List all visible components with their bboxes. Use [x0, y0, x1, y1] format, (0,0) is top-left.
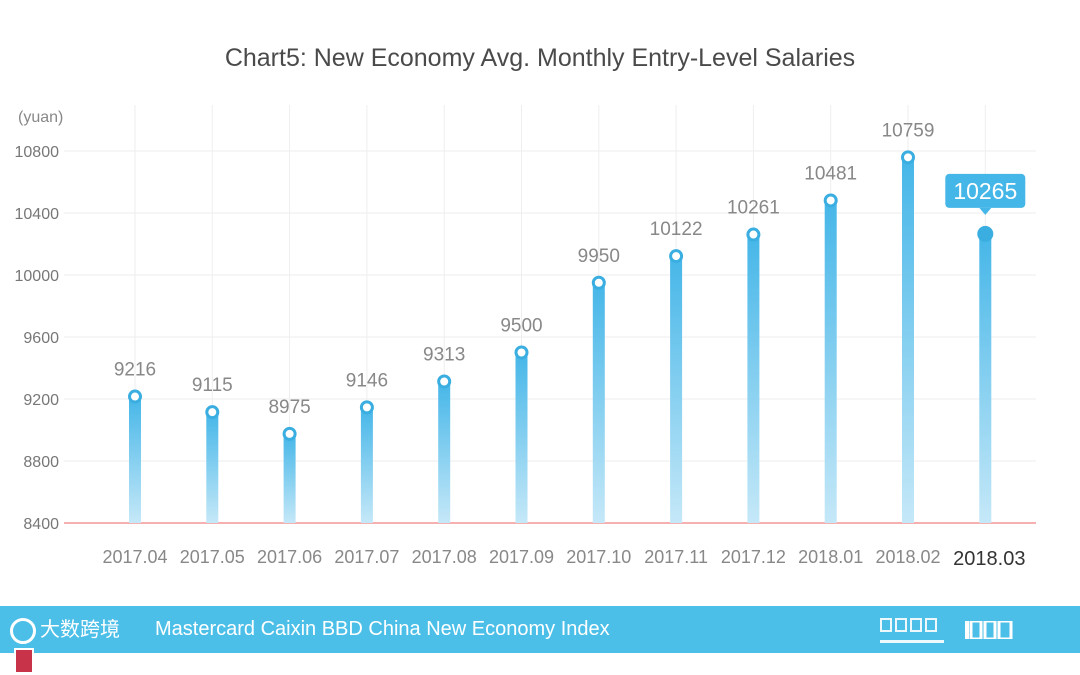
logo-left-text: 大数跨境 [40, 619, 120, 641]
bbd-logo-icon [965, 621, 1013, 639]
y-tick-label: 10800 [15, 144, 60, 161]
y-tick-label: 8400 [23, 516, 59, 533]
x-tick-label: 2017.11 [644, 547, 708, 567]
logo-ring-icon [10, 617, 36, 644]
y-tick-label: 9200 [23, 392, 59, 409]
logo-left: 大数跨境 [10, 615, 140, 674]
x-tick-label: 2017.12 [721, 547, 786, 567]
data-point [901, 150, 915, 165]
data-point [746, 227, 761, 242]
data-label: 10261 [727, 198, 780, 219]
y-tick-label: 10000 [15, 268, 60, 285]
bar [592, 282, 605, 523]
data-label-highlighted: 10265 [953, 178, 1017, 204]
bar [283, 433, 296, 523]
data-point [437, 374, 452, 389]
x-tick-label: 2017.05 [180, 547, 245, 567]
bar [438, 381, 451, 523]
data-label: 9216 [114, 360, 156, 381]
x-tick-label: 2017.06 [257, 547, 322, 567]
data-point [514, 345, 529, 360]
bar [360, 407, 373, 523]
callout-box [945, 173, 1026, 208]
data-label: 9313 [423, 344, 465, 365]
x-tick-label: 2017.09 [489, 547, 554, 567]
data-point [591, 275, 606, 290]
caixin-insight-logo-icon [880, 618, 944, 643]
bar [129, 396, 141, 523]
bar [979, 233, 992, 524]
data-point-highlighted [977, 225, 994, 242]
data-label: 10759 [882, 120, 935, 141]
data-point [282, 426, 297, 441]
bar-chart: 8400 8800 9200 9600 10000 10400 10800 9216 2017.… [15, 105, 1036, 570]
data-point [669, 249, 684, 264]
y-tick-label: 9600 [23, 330, 59, 347]
x-tick-label: 2017.08 [412, 547, 477, 567]
data-label: 10481 [804, 163, 857, 184]
logo-block-icon [14, 647, 34, 674]
x-tick-label: 2018.01 [798, 547, 863, 567]
data-point [823, 193, 838, 208]
data-point [359, 400, 374, 415]
x-tick-label: 2018.02 [875, 547, 940, 567]
data-label: 9146 [346, 370, 388, 391]
data-label: 10122 [650, 219, 703, 240]
x-tick-label: 2017.04 [102, 547, 167, 567]
bar [515, 352, 528, 523]
x-tick-label: 2017.07 [334, 547, 399, 567]
y-tick-label: 10400 [15, 206, 60, 223]
bar [206, 412, 219, 523]
data-label: 8975 [268, 397, 310, 418]
y-tick-label: 8800 [23, 454, 59, 471]
data-label: 9500 [500, 316, 542, 337]
bar [902, 157, 914, 524]
footer-text: Mastercard Caixin BBD China New Economy … [155, 618, 610, 640]
x-tick-label: 2017.10 [566, 547, 631, 567]
bar [824, 200, 837, 523]
footer-bar: 大数跨境 Mastercard Caixin BBD China New Eco… [0, 606, 1080, 674]
x-tick-label-highlighted: 2018.03 [953, 548, 1025, 570]
data-point [205, 405, 220, 420]
data-point [128, 389, 142, 404]
data-label: 9950 [578, 246, 620, 267]
data-label: 9115 [192, 375, 233, 396]
chart-title: Chart5: New Economy Avg. Monthly Entry-L… [224, 44, 856, 72]
callout-pointer [979, 207, 992, 215]
y-axis-label: (yuan) [18, 109, 63, 126]
bar [747, 234, 760, 524]
bar [670, 256, 683, 523]
